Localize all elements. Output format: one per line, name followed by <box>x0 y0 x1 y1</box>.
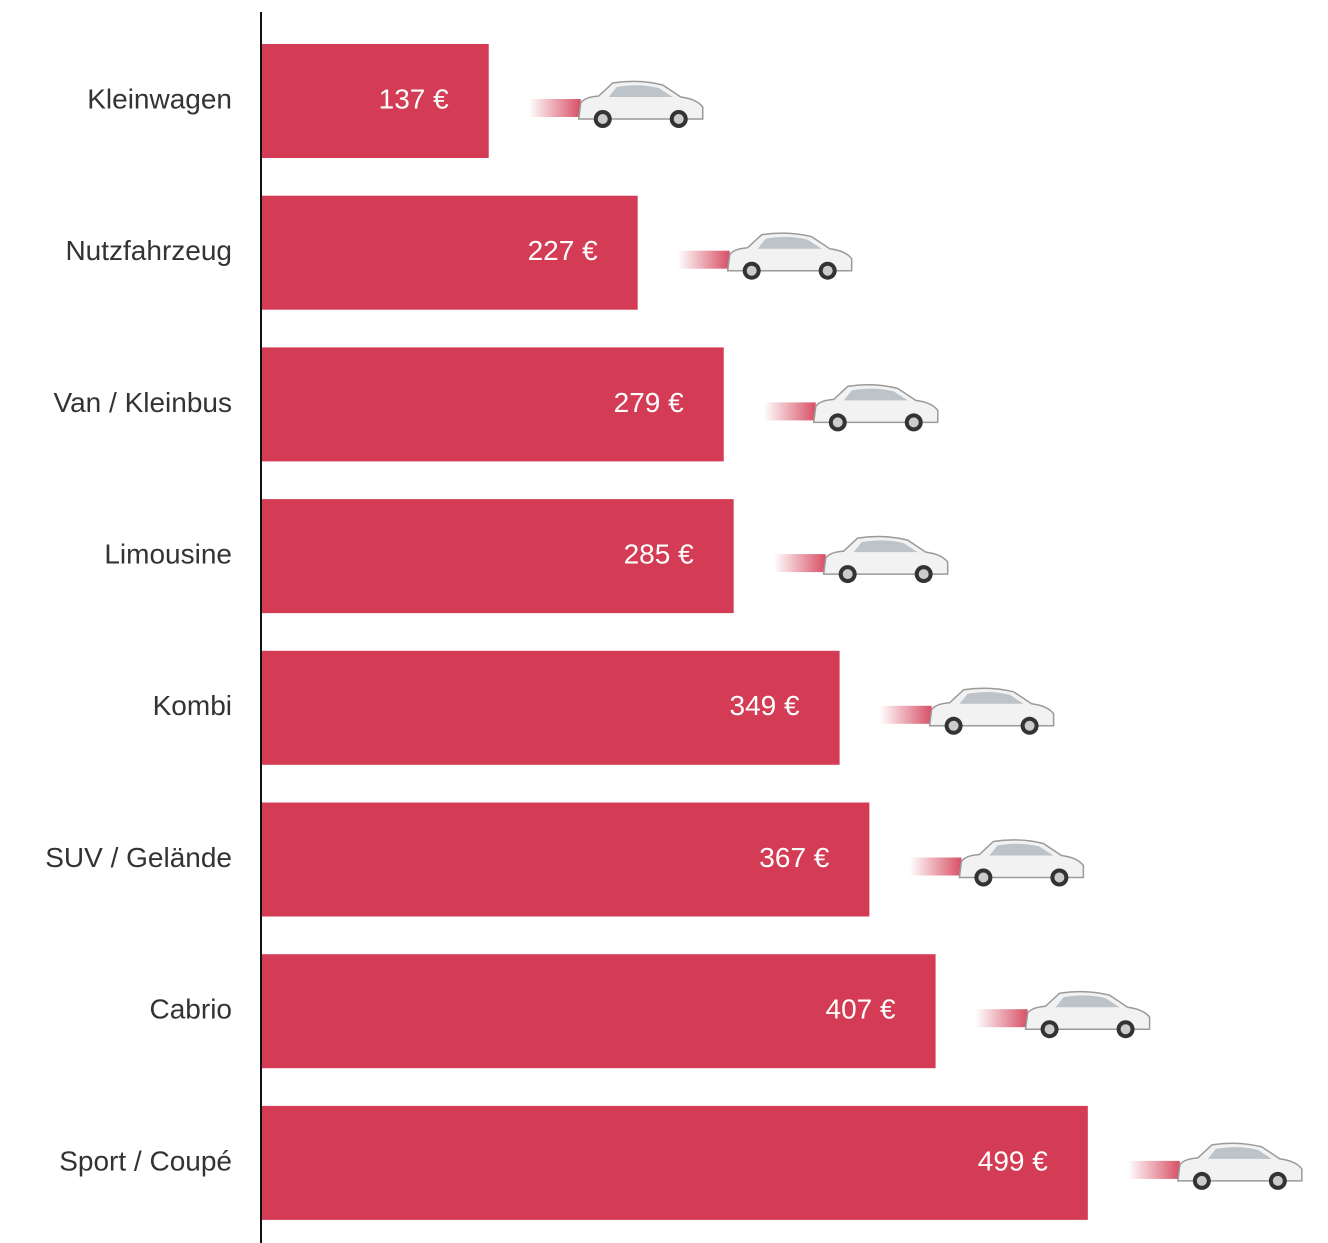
value-label: 285 € <box>624 538 694 569</box>
car-body <box>958 839 1085 879</box>
value-label: 227 € <box>528 235 598 266</box>
value-label: 367 € <box>759 842 829 873</box>
rim <box>918 569 929 580</box>
rim <box>673 114 684 124</box>
rim <box>1196 1175 1207 1186</box>
car-body <box>726 232 853 272</box>
car-icon <box>763 384 939 432</box>
rim <box>1054 872 1065 883</box>
rim <box>908 417 919 428</box>
car-body <box>928 687 1055 727</box>
car-body <box>1176 1142 1303 1182</box>
car-window <box>843 388 908 401</box>
category-label: Van / Kleinbus <box>54 387 233 418</box>
car-icon <box>677 232 853 280</box>
bar <box>262 347 724 462</box>
car-icon <box>1127 1142 1303 1190</box>
speed-streak <box>975 1009 1028 1028</box>
car-icon <box>528 80 704 128</box>
category-label: Kleinwagen <box>87 83 232 114</box>
bar <box>262 195 638 310</box>
car-window <box>989 843 1054 856</box>
rim <box>597 114 608 124</box>
rim <box>1044 1024 1055 1035</box>
car-window <box>853 540 918 553</box>
car-icon <box>909 839 1085 887</box>
category-label: Nutzfahrzeug <box>65 235 232 266</box>
rim <box>978 872 989 883</box>
car-icon <box>975 990 1151 1039</box>
value-label: 279 € <box>614 387 684 418</box>
category-label: SUV / Gelände <box>45 842 232 873</box>
car-icon <box>773 535 949 584</box>
bar <box>262 650 840 765</box>
car-body <box>1024 990 1151 1030</box>
rim <box>746 265 757 276</box>
car-body <box>822 535 949 575</box>
value-label: 499 € <box>978 1145 1048 1176</box>
car-window <box>1207 1147 1272 1159</box>
value-label: 349 € <box>730 690 800 721</box>
rim <box>948 720 959 731</box>
rim <box>1272 1175 1283 1186</box>
speed-streak <box>528 99 581 117</box>
speed-streak <box>909 857 962 876</box>
bar <box>262 954 936 1069</box>
car-body <box>577 80 704 120</box>
bar <box>262 802 870 917</box>
rim <box>822 265 833 276</box>
rim <box>842 569 853 580</box>
value-label: 137 € <box>379 83 449 114</box>
rim <box>832 417 843 428</box>
category-label: Limousine <box>104 538 232 569</box>
speed-streak <box>879 705 932 724</box>
speed-streak <box>1127 1160 1180 1179</box>
bar <box>262 44 489 158</box>
car-window <box>1055 995 1120 1008</box>
category-label: Kombi <box>153 690 232 721</box>
bar <box>262 1105 1088 1220</box>
speed-streak <box>763 402 816 421</box>
car-body <box>812 384 939 424</box>
speed-streak <box>677 250 730 269</box>
speed-streak <box>773 554 826 573</box>
rim <box>1120 1024 1131 1035</box>
car-icon <box>879 687 1055 735</box>
car-window <box>959 692 1024 704</box>
category-label: Sport / Coupé <box>59 1145 232 1176</box>
value-label: 407 € <box>826 994 896 1025</box>
car-window <box>608 85 673 97</box>
bar <box>262 499 734 614</box>
car-window <box>757 236 822 249</box>
category-label: Cabrio <box>150 994 232 1025</box>
rim <box>1024 720 1035 731</box>
